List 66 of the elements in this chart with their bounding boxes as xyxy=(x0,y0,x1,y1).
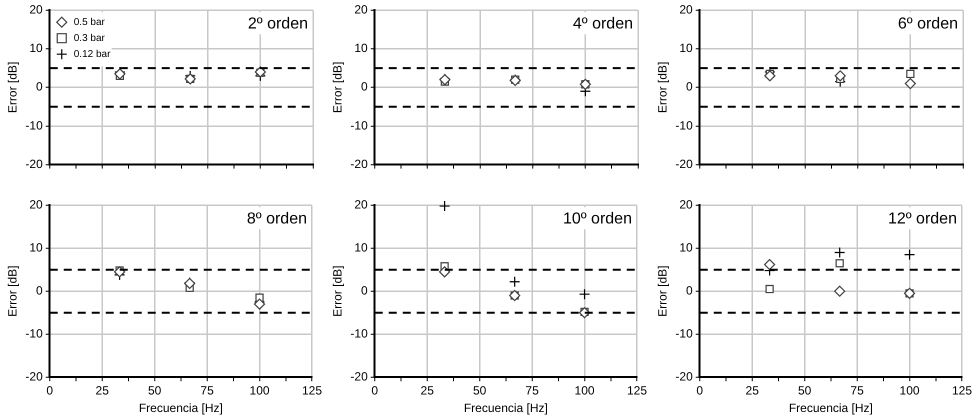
chart-title: 2º orden xyxy=(248,16,308,33)
x-tick-label: 25 xyxy=(746,384,760,398)
y-tick-label: 10 xyxy=(354,240,368,255)
y-axis-title: Error [dB] xyxy=(6,62,20,114)
y-tick-label: 10 xyxy=(29,41,44,56)
x-axis-title: Frecuencia [Hz] xyxy=(464,401,548,416)
y-tick-label: 10 xyxy=(679,240,694,255)
x-tick-label: 125 xyxy=(952,384,972,398)
y-tick-label: 20 xyxy=(679,198,694,212)
y-tick-label: -10 xyxy=(350,326,368,341)
y-tick-label: -10 xyxy=(25,326,44,341)
x-tick-label: 25 xyxy=(420,384,434,398)
y-tick-label: -20 xyxy=(675,370,694,384)
x-tick-label: 75 xyxy=(200,384,214,398)
y-axis-title: Error [dB] xyxy=(330,266,345,317)
y-tick-label: -20 xyxy=(25,156,44,171)
y-tick-label: 10 xyxy=(679,41,694,56)
y-tick-label: -20 xyxy=(350,156,368,171)
x-axis-title: Frecuencia [Hz] xyxy=(788,401,873,416)
y-tick-label: 20 xyxy=(679,2,694,17)
x-tick-label: 100 xyxy=(900,384,920,398)
y-tick-label: 20 xyxy=(354,2,368,17)
x-tick-label: 50 xyxy=(798,384,812,398)
x-tick-label: 25 xyxy=(96,384,110,398)
y-tick-label: 20 xyxy=(354,198,368,212)
y-tick-label: -10 xyxy=(675,326,694,341)
chart-title: 8º orden xyxy=(246,210,307,228)
y-tick-label: 0 xyxy=(686,80,694,94)
y-tick-label: 10 xyxy=(29,240,44,255)
y-tick-label: -20 xyxy=(25,370,44,384)
y-axis-title: Error [dB] xyxy=(330,62,345,114)
y-tick-label: 0 xyxy=(361,80,368,94)
x-tick-label: 50 xyxy=(148,384,162,398)
chart-title: 12º orden xyxy=(888,210,957,228)
y-tick-label: 10 xyxy=(354,41,368,56)
x-tick-label: 100 xyxy=(574,384,595,398)
y-tick-label: 20 xyxy=(29,2,44,17)
y-axis-title: Error [dB] xyxy=(656,62,670,114)
y-tick-label: 20 xyxy=(29,198,44,212)
y-axis-title: Error [dB] xyxy=(6,266,20,317)
x-tick-label: 0 xyxy=(696,384,704,398)
y-tick-label: 0 xyxy=(36,80,44,94)
y-tick-label: -10 xyxy=(25,118,44,132)
x-tick-label: 50 xyxy=(472,384,487,398)
y-tick-label: 0 xyxy=(361,284,368,298)
legend-label: 0.12 bar xyxy=(74,48,112,60)
x-tick-label: 75 xyxy=(525,384,540,398)
x-axis-title: Frecuencia [Hz] xyxy=(138,401,223,416)
x-tick-label: 0 xyxy=(46,384,54,398)
y-axis-title: Error [dB] xyxy=(656,266,670,317)
y-tick-label: 0 xyxy=(686,284,694,298)
chart-title: 6º orden xyxy=(898,16,958,33)
x-tick-label: 75 xyxy=(850,384,864,398)
x-tick-label: 0 xyxy=(371,384,378,398)
x-tick-label: 125 xyxy=(626,384,648,398)
y-tick-label: 0 xyxy=(36,284,44,298)
y-tick-label: -20 xyxy=(675,156,694,171)
chart-title: 10º orden xyxy=(562,210,632,228)
y-tick-label: -10 xyxy=(350,118,368,132)
y-tick-label: -20 xyxy=(350,370,368,384)
x-tick-label: 100 xyxy=(250,384,270,398)
legend-label: 0.5 bar xyxy=(74,16,106,28)
y-tick-label: -10 xyxy=(675,118,694,132)
legend-label: 0.3 bar xyxy=(74,32,106,44)
chart-title: 4º orden xyxy=(572,16,633,33)
x-tick-label: 125 xyxy=(302,384,322,398)
